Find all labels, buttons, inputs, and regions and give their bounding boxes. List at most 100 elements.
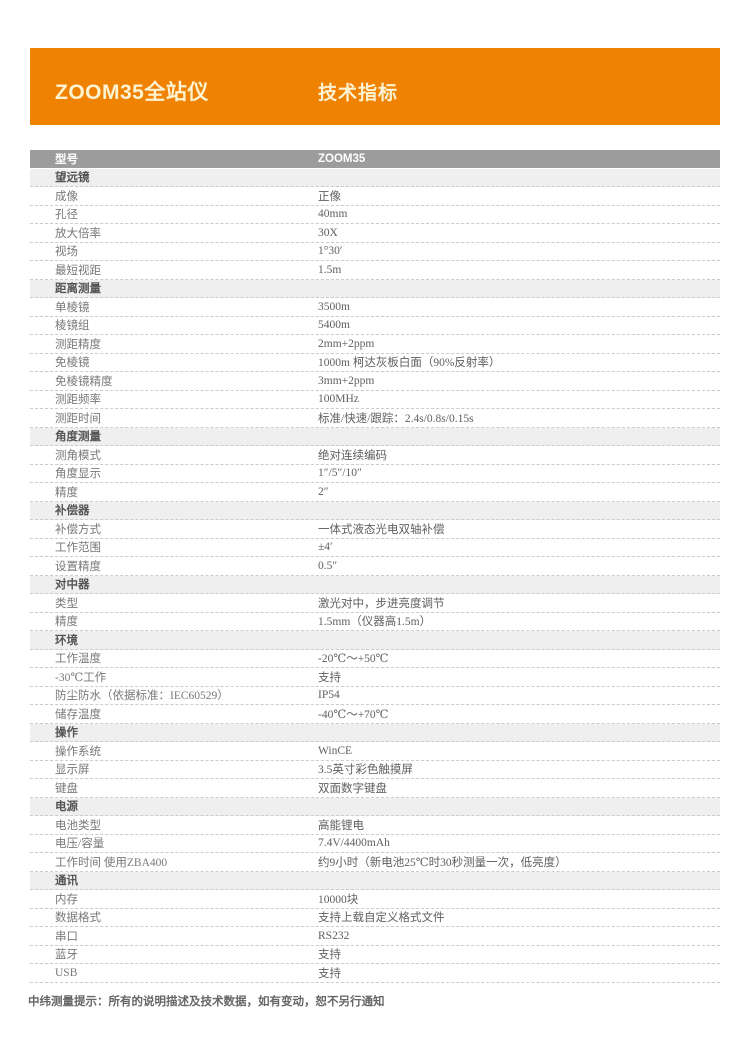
row-label: 操作系统 <box>55 745 101 758</box>
row-value: 一体式液态光电双轴补偿 <box>318 523 445 536</box>
row-label: 蓝牙 <box>55 949 78 962</box>
table-row: 放大倍率 30X <box>30 224 720 243</box>
row-label: 棱镜组 <box>55 320 90 333</box>
table-row: 补偿方式 一体式液态光电双轴补偿 <box>30 520 720 539</box>
footer-note: 中纬测量提示：所有的说明描述及技术数据，如有变动，恕不另行通知 <box>28 996 385 1008</box>
row-label: 工作时间 使用ZBA400 <box>55 856 168 869</box>
row-value: 支持上载自定义格式文件 <box>318 912 445 925</box>
row-value: 标准/快速/跟踪：2.4s/0.8s/0.15s <box>318 412 474 425</box>
row-label: 设置精度 <box>55 560 101 573</box>
row-value: 支持 <box>318 671 341 684</box>
row-label: 孔径 <box>55 209 78 222</box>
row-label: 串口 <box>55 930 78 943</box>
row-value: 激光对中，步进亮度调节 <box>318 597 445 610</box>
table-row: 类型 激光对中，步进亮度调节 <box>30 594 720 613</box>
row-value: 3500m <box>318 300 350 313</box>
table-row: 操作系统 WinCE <box>30 742 720 761</box>
row-label: 电池类型 <box>55 819 101 832</box>
row-label: 免棱镜 <box>55 357 90 370</box>
table-row: -30℃工作 支持 <box>30 668 720 687</box>
section-title: 角度测量 <box>55 431 101 444</box>
table-row: 视场 1°30′ <box>30 243 720 261</box>
table-row: 测角模式 绝对连续编码 <box>30 446 720 465</box>
row-value: 10000块 <box>318 893 359 906</box>
row-value: 1°30′ <box>318 245 343 258</box>
title-banner: ZOOM35全站仪 技术指标 <box>30 48 720 125</box>
row-label: 工作温度 <box>55 653 101 666</box>
row-label: 数据格式 <box>55 912 101 925</box>
section-title: 距离测量 <box>55 283 101 296</box>
row-value: ZOOM35 <box>318 152 366 165</box>
table-row: USB 支持 <box>30 964 720 983</box>
product-title: ZOOM35全站仪 <box>55 81 209 104</box>
row-label: 单棱镜 <box>55 301 90 314</box>
table-row: 显示屏 3.5英寸彩色触摸屏 <box>30 761 720 779</box>
row-value: 2mm+2ppm <box>318 337 375 350</box>
section-row: 通讯 <box>30 871 720 890</box>
row-label: 内存 <box>55 893 78 906</box>
table-row: 电池类型 高能锂电 <box>30 816 720 835</box>
row-label: 储存温度 <box>55 708 101 721</box>
section-title: 环境 <box>55 634 78 647</box>
row-label: 视场 <box>55 246 78 259</box>
table-row: 串口 RS232 <box>30 927 720 946</box>
row-label: 最短视距 <box>55 264 101 277</box>
row-value: ±4′ <box>318 541 333 554</box>
table-row: 工作温度 -20℃～+50℃ <box>30 650 720 668</box>
row-value: -40℃～+70℃ <box>318 708 389 721</box>
row-label: 类型 <box>55 597 78 610</box>
row-label: USB <box>55 966 78 979</box>
section-title: 操作 <box>55 727 78 740</box>
row-label: 工作范围 <box>55 542 101 555</box>
section-row: 操作 <box>30 723 720 742</box>
row-value: 1.5mm（仪器高1.5m） <box>318 616 432 629</box>
row-value: 约9小时（新电池25℃时30秒测量一次，低亮度） <box>318 856 567 869</box>
table-row: 测距精度 2mm+2ppm <box>30 335 720 354</box>
row-value: WinCE <box>318 744 353 757</box>
page-title: 技术指标 <box>318 83 399 104</box>
table-row: 测距时间 标准/快速/跟踪：2.4s/0.8s/0.15s <box>30 409 720 428</box>
table-row: 成像 正像 <box>30 187 720 206</box>
row-value: 0.5″ <box>318 559 338 572</box>
row-label: 型号 <box>55 153 78 166</box>
row-label: 测距频率 <box>55 394 101 407</box>
row-label: 测距精度 <box>55 338 101 351</box>
section-row: 距离测量 <box>30 279 720 298</box>
section-row: 望远镜 <box>30 168 720 187</box>
row-value: 40mm <box>318 208 348 221</box>
section-row: 环境 <box>30 631 720 650</box>
table-row: 键盘 双面数字键盘 <box>30 779 720 798</box>
table-row: 设置精度 0.5″ <box>30 557 720 576</box>
section-title: 通讯 <box>55 875 78 888</box>
row-label: 放大倍率 <box>55 227 101 240</box>
row-value: 100MHz <box>318 393 359 406</box>
row-value: IP54 <box>318 689 340 702</box>
row-value: 3mm+2ppm <box>318 374 375 387</box>
row-value: 3.5英寸彩色触摸屏 <box>318 764 413 777</box>
table-header-row: 型号 ZOOM35 <box>30 150 720 169</box>
table-row: 蓝牙 支持 <box>30 946 720 964</box>
table-row: 精度 1.5mm（仪器高1.5m） <box>30 613 720 631</box>
table-row: 角度显示 1″/5″/10″ <box>30 465 720 483</box>
row-value: 1″/5″/10″ <box>318 467 362 480</box>
section-row: 角度测量 <box>30 427 720 446</box>
spec-table: 型号 ZOOM35 望远镜成像 正像孔径 40mm 放大倍率 30X 视场 1°30′ 最短视距 1… <box>30 150 720 983</box>
row-label: 精度 <box>55 616 78 629</box>
row-label: 测距时间 <box>55 412 101 425</box>
row-label: -30℃工作 <box>55 671 107 684</box>
section-title: 对中器 <box>55 579 90 592</box>
row-label: 补偿方式 <box>55 523 101 536</box>
table-row: 防尘防水（依据标准：IEC60529） IP54 <box>30 687 720 705</box>
row-value: 支持 <box>318 967 341 980</box>
section-title: 望远镜 <box>55 172 90 185</box>
row-label: 防尘防水（依据标准：IEC60529） <box>55 690 229 703</box>
section-row: 电源 <box>30 797 720 816</box>
row-label: 角度显示 <box>55 468 101 481</box>
row-value: 高能锂电 <box>318 819 364 832</box>
table-row: 孔径 40mm <box>30 206 720 224</box>
row-value: 1000m 柯达灰板白面（90%反射率） <box>318 357 501 370</box>
row-value: 正像 <box>318 190 341 203</box>
row-value: 支持 <box>318 949 341 962</box>
row-value: RS232 <box>318 929 350 942</box>
